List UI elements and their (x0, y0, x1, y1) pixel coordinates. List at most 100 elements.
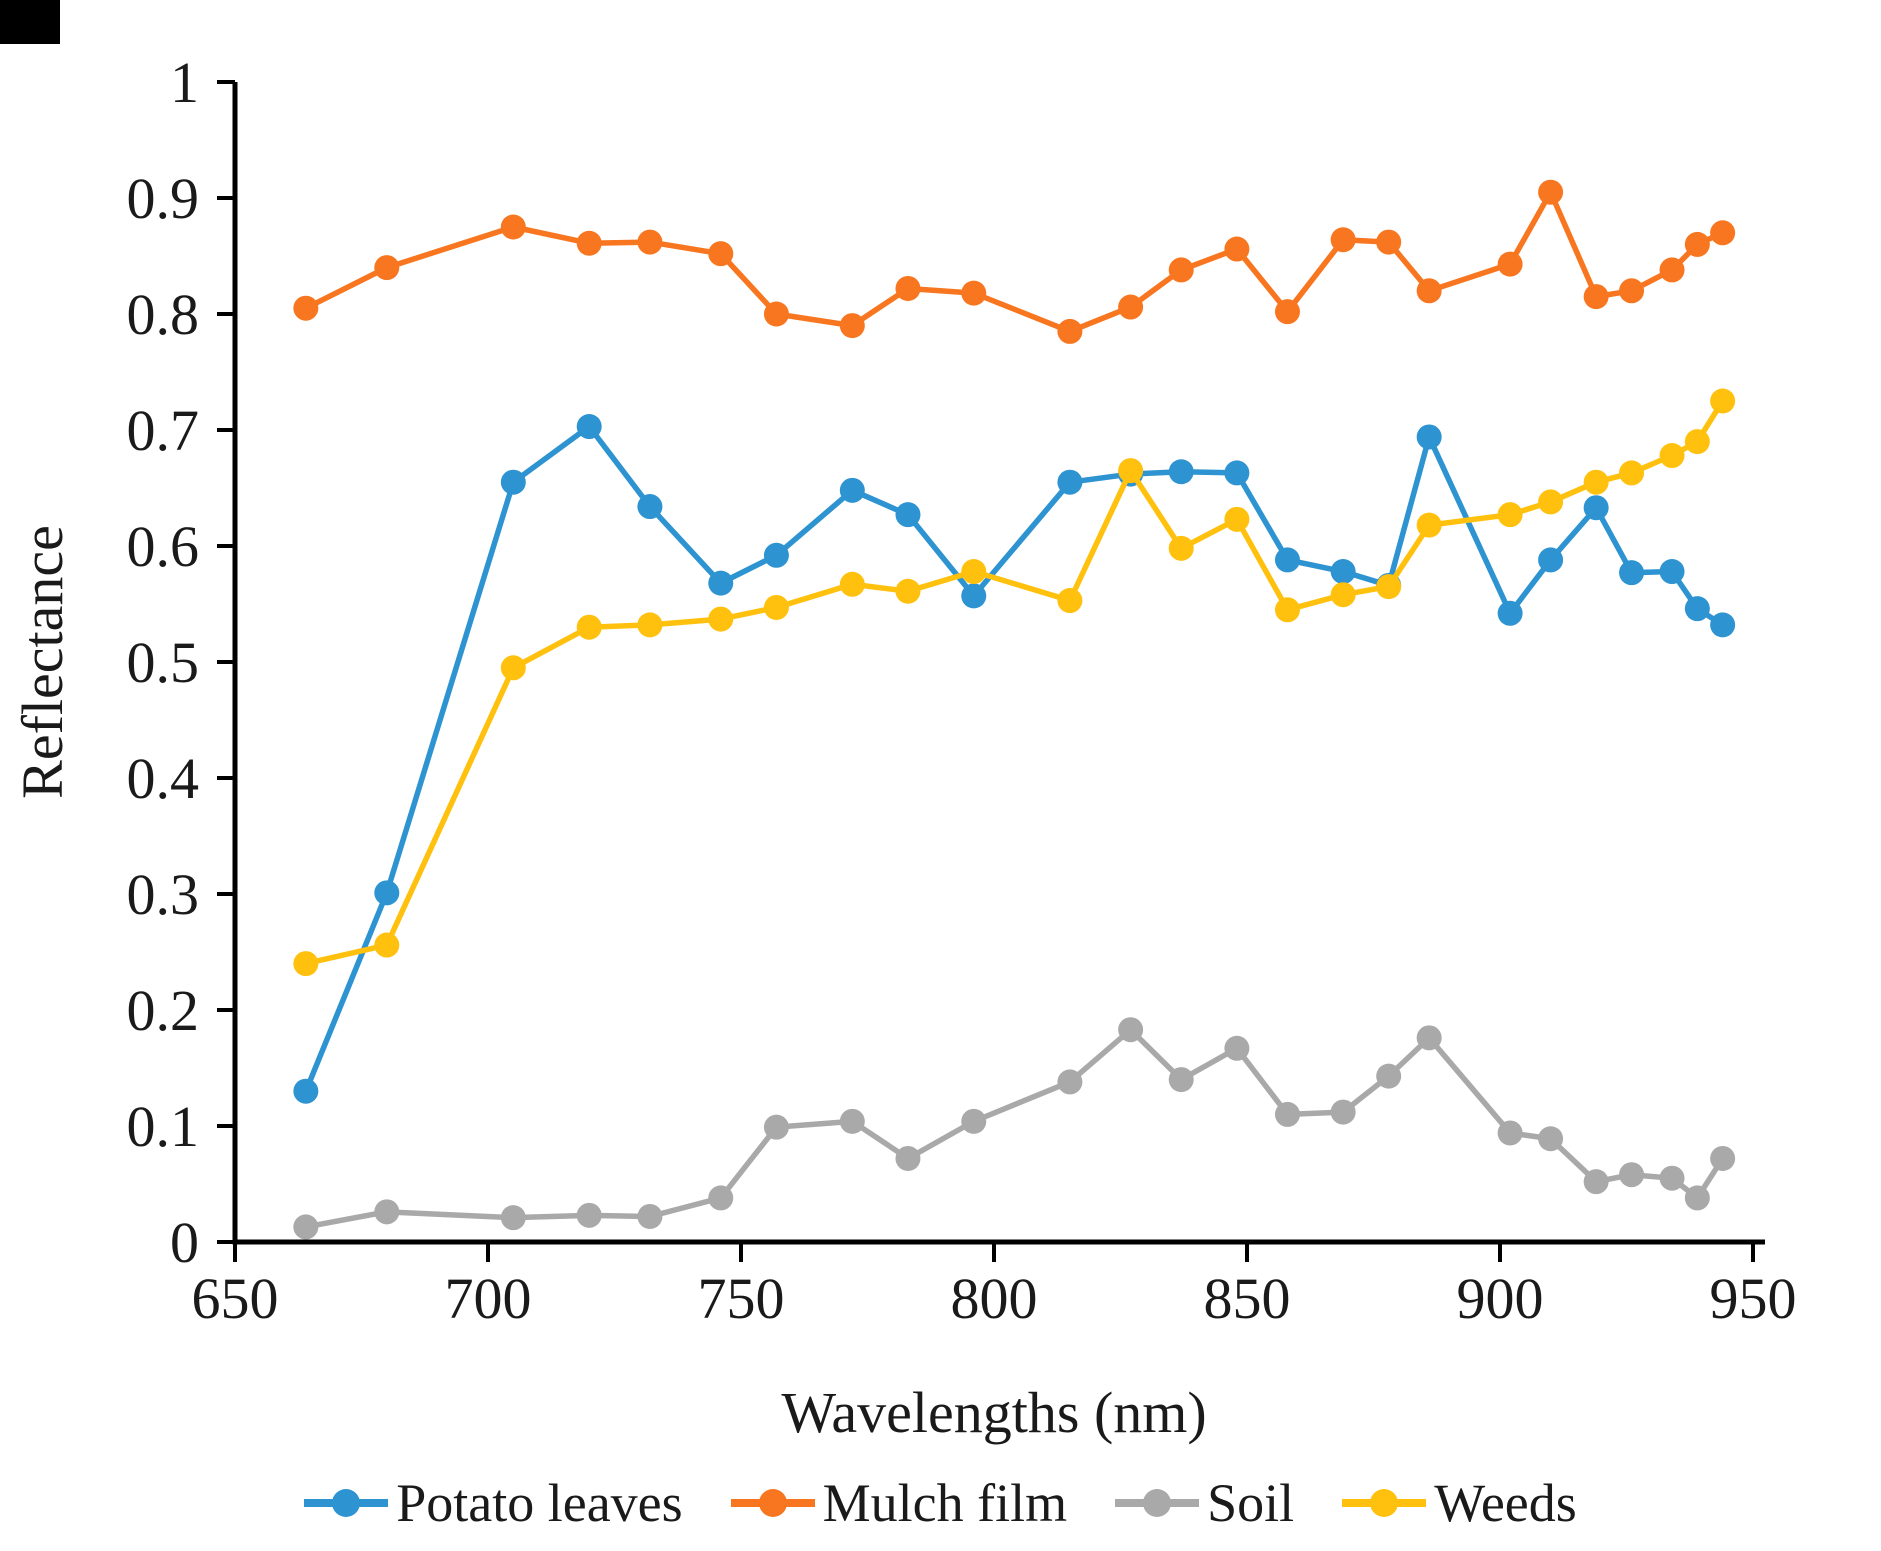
data-point-soil (1168, 1067, 1194, 1093)
data-point-soil (708, 1185, 734, 1211)
data-point-potato-leaves (576, 414, 602, 440)
legend-item-mulch-film: Mulch film (730, 1472, 1068, 1534)
data-point-soil (293, 1214, 319, 1240)
x-tick-label: 850 (1204, 1266, 1291, 1331)
legend-marker-icon (1115, 1488, 1200, 1518)
data-point-mulch-film (1619, 278, 1645, 304)
data-point-soil (1619, 1162, 1645, 1188)
data-point-mulch-film (1330, 227, 1356, 253)
data-point-soil (961, 1108, 987, 1134)
data-point-potato-leaves (1583, 495, 1609, 521)
data-point-mulch-film (1538, 179, 1564, 205)
data-point-weeds (500, 655, 526, 681)
data-point-soil (1330, 1099, 1356, 1125)
data-point-potato-leaves (293, 1078, 319, 1104)
data-point-soil (1710, 1145, 1736, 1171)
data-point-mulch-film (1583, 284, 1609, 310)
x-tick-label: 900 (1457, 1266, 1544, 1331)
data-point-weeds (1118, 458, 1144, 484)
data-point-mulch-film (763, 301, 789, 327)
y-tick-label: 0.8 (127, 282, 200, 347)
data-point-weeds (839, 571, 865, 597)
y-tick-label: 0.3 (127, 862, 200, 927)
data-point-soil (1538, 1126, 1564, 1152)
legend-label: Potato leaves (396, 1473, 683, 1533)
legend-label: Mulch film (822, 1473, 1068, 1533)
data-point-soil (839, 1108, 865, 1134)
y-tick-label: 0.5 (127, 630, 200, 695)
legend-marker-icon (304, 1488, 389, 1518)
data-point-weeds (293, 951, 319, 977)
data-point-mulch-film (576, 230, 602, 256)
data-point-weeds (1416, 512, 1442, 538)
y-tick-label: 0.7 (127, 398, 200, 463)
data-point-potato-leaves (1538, 547, 1564, 573)
data-point-mulch-film (500, 214, 526, 240)
y-tick-label: 0 (170, 1210, 199, 1275)
data-point-weeds (1330, 582, 1356, 608)
data-point-weeds (1224, 506, 1250, 532)
data-point-potato-leaves (1710, 612, 1736, 638)
data-point-mulch-film (1057, 318, 1083, 344)
data-point-potato-leaves (374, 880, 400, 906)
data-point-potato-leaves (1416, 424, 1442, 450)
legend-dot (1143, 1489, 1172, 1517)
data-point-weeds (1376, 574, 1402, 600)
legend-item-soil: Soil (1115, 1472, 1294, 1534)
data-point-soil (763, 1114, 789, 1140)
data-point-potato-leaves (500, 469, 526, 495)
data-point-potato-leaves (1274, 547, 1300, 573)
data-point-potato-leaves (1057, 469, 1083, 495)
legend-dot (332, 1489, 361, 1517)
chart-legend: Potato leaves Mulch film Soil Weeds (0, 1458, 1881, 1548)
legend-dot (758, 1489, 787, 1517)
data-point-potato-leaves (1224, 460, 1250, 486)
data-point-mulch-film (1710, 220, 1736, 246)
data-point-soil (1118, 1017, 1144, 1043)
data-point-mulch-film (1684, 231, 1710, 257)
data-point-potato-leaves (1684, 596, 1710, 622)
legend-label: Weeds (1434, 1473, 1577, 1533)
x-tick-label: 800 (951, 1266, 1038, 1331)
y-tick-label: 0.1 (127, 1094, 200, 1159)
data-point-mulch-film (961, 280, 987, 306)
data-point-weeds (1659, 443, 1685, 469)
data-point-mulch-film (1118, 294, 1144, 320)
legend-label: Soil (1207, 1473, 1295, 1533)
data-point-weeds (708, 606, 734, 632)
y-tick-label: 0.2 (127, 978, 200, 1043)
data-point-soil (374, 1199, 400, 1225)
data-point-potato-leaves (1168, 459, 1194, 485)
corner-artifact (0, 0, 60, 44)
data-point-weeds (1497, 502, 1523, 528)
data-point-mulch-film (1168, 257, 1194, 283)
x-tick-label: 750 (698, 1266, 785, 1331)
data-point-mulch-film (1497, 251, 1523, 277)
data-point-mulch-film (1224, 236, 1250, 262)
y-tick-label: 1 (170, 50, 199, 115)
data-point-potato-leaves (637, 494, 663, 520)
data-point-soil (1057, 1069, 1083, 1095)
data-point-weeds (1710, 388, 1736, 414)
data-point-mulch-film (839, 313, 865, 339)
data-point-weeds (895, 578, 921, 604)
data-point-weeds (1583, 469, 1609, 495)
data-point-mulch-film (293, 295, 319, 321)
data-point-weeds (1684, 429, 1710, 455)
data-point-soil (1224, 1035, 1250, 1061)
data-point-mulch-film (1274, 299, 1300, 325)
legend-marker-icon (1342, 1488, 1427, 1518)
data-point-mulch-film (895, 275, 921, 301)
data-point-weeds (1619, 460, 1645, 486)
data-point-soil (637, 1203, 663, 1229)
data-point-mulch-film (1376, 229, 1402, 255)
data-point-potato-leaves (839, 477, 865, 503)
data-point-weeds (637, 612, 663, 638)
data-point-soil (500, 1205, 526, 1231)
data-point-mulch-film (1416, 278, 1442, 304)
data-point-potato-leaves (1330, 559, 1356, 585)
data-point-potato-leaves (1619, 560, 1645, 586)
data-point-weeds (374, 932, 400, 958)
